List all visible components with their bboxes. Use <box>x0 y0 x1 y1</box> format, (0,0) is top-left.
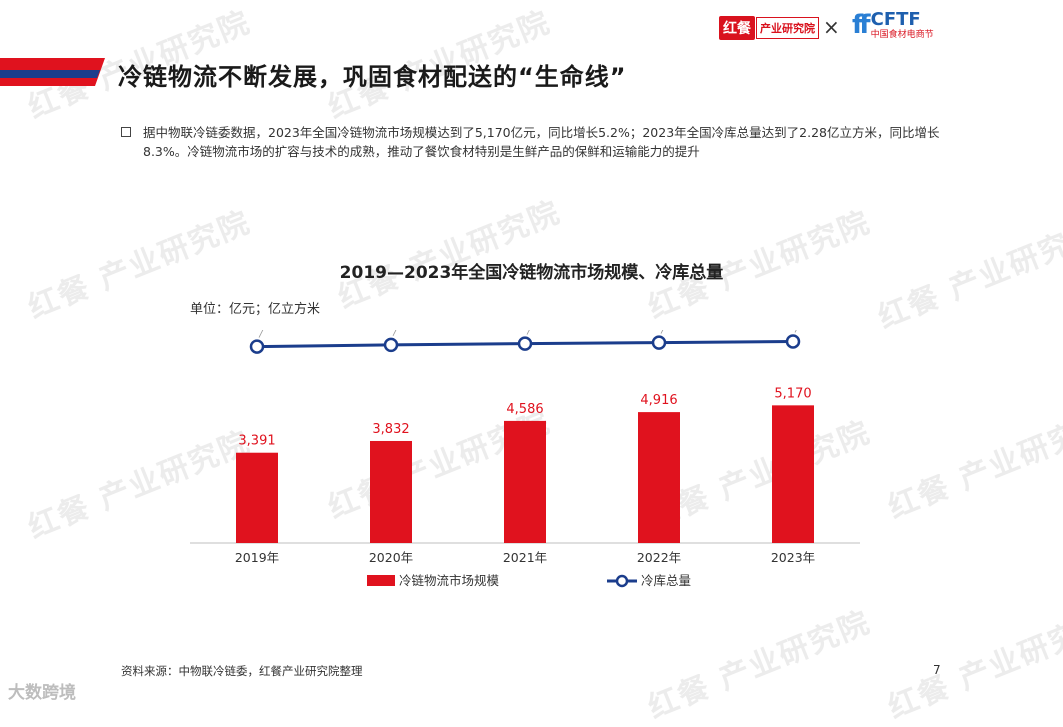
watermark: 红餐 产业研究院 <box>333 194 566 316</box>
source-note: 资料来源：中物联冷链委，红餐产业研究院整理 <box>121 664 363 678</box>
x-tick-label: 2021年 <box>503 550 547 565</box>
logo-separator: × <box>823 15 840 39</box>
bar-market-size <box>638 412 680 543</box>
cftf-logo: ff CFTF 中国食材电商节 <box>852 10 934 40</box>
bar-market-size <box>370 440 412 543</box>
bar-market-size <box>236 452 278 543</box>
line-label-leader <box>526 330 530 335</box>
title-accent-bar <box>0 58 105 86</box>
legend-label: 冷链物流市场规模 <box>399 573 500 588</box>
corner-watermark: 大数跨境 <box>8 683 76 703</box>
bar-data-label: 3,391 <box>238 434 275 449</box>
summary-paragraph: 据中物联冷链委数据，2023年全国冷链物流市场规模达到了5,170亿元，同比增长… <box>143 125 940 159</box>
bar-market-size <box>772 405 814 543</box>
combo-chart: 3,391 3,832 4,586 4,916 5,170 2019年 2020年 2021年… <box>190 330 860 588</box>
page-number: 7 <box>933 663 941 677</box>
line-point <box>517 336 533 351</box>
cftf-mark-icon: ff <box>852 10 871 40</box>
x-tick-label: 2022年 <box>637 550 681 565</box>
unit-label: 单位：亿元；亿立方米 <box>190 302 321 317</box>
x-tick-label: 2019年 <box>235 550 279 565</box>
bar-data-label: 4,586 <box>506 402 543 417</box>
watermark: 红餐 产业研究院 <box>643 604 876 726</box>
line-point <box>249 339 265 354</box>
line-label-leader <box>258 330 264 338</box>
bar-data-label: 4,916 <box>640 393 677 408</box>
watermark: 红餐 产业研究院 <box>883 604 1063 726</box>
bar-market-size <box>504 420 546 543</box>
bullet-square-icon <box>121 127 131 137</box>
legend-bar-swatch <box>367 575 395 586</box>
logo-badge: 红餐 <box>719 16 755 40</box>
page-title: 冷链物流不断发展，巩固食材配送的“生命线” <box>118 63 627 91</box>
line-label-leader <box>660 330 664 334</box>
hongcan-logo: 红餐 产业研究院 <box>719 16 819 40</box>
x-tick-label: 2020年 <box>369 550 413 565</box>
legend-label: 冷库总量 <box>641 573 691 588</box>
line-point <box>383 337 399 353</box>
cftf-name: CFTF <box>870 8 921 30</box>
line-label-leader <box>794 330 797 333</box>
x-tick-label: 2023年 <box>771 550 815 565</box>
legend-line-marker <box>615 574 629 588</box>
cftf-subtitle: 中国食材电商节 <box>870 29 934 40</box>
chart-title: 2019—2023年全国冷链物流市场规模、冷库总量 <box>339 263 724 283</box>
line-label-leader <box>392 330 397 337</box>
logo-text: 产业研究院 <box>756 17 819 39</box>
line-point <box>651 335 667 350</box>
line-point <box>785 334 801 349</box>
bar-data-label: 3,832 <box>372 422 409 437</box>
bar-data-label: 5,170 <box>774 386 811 401</box>
